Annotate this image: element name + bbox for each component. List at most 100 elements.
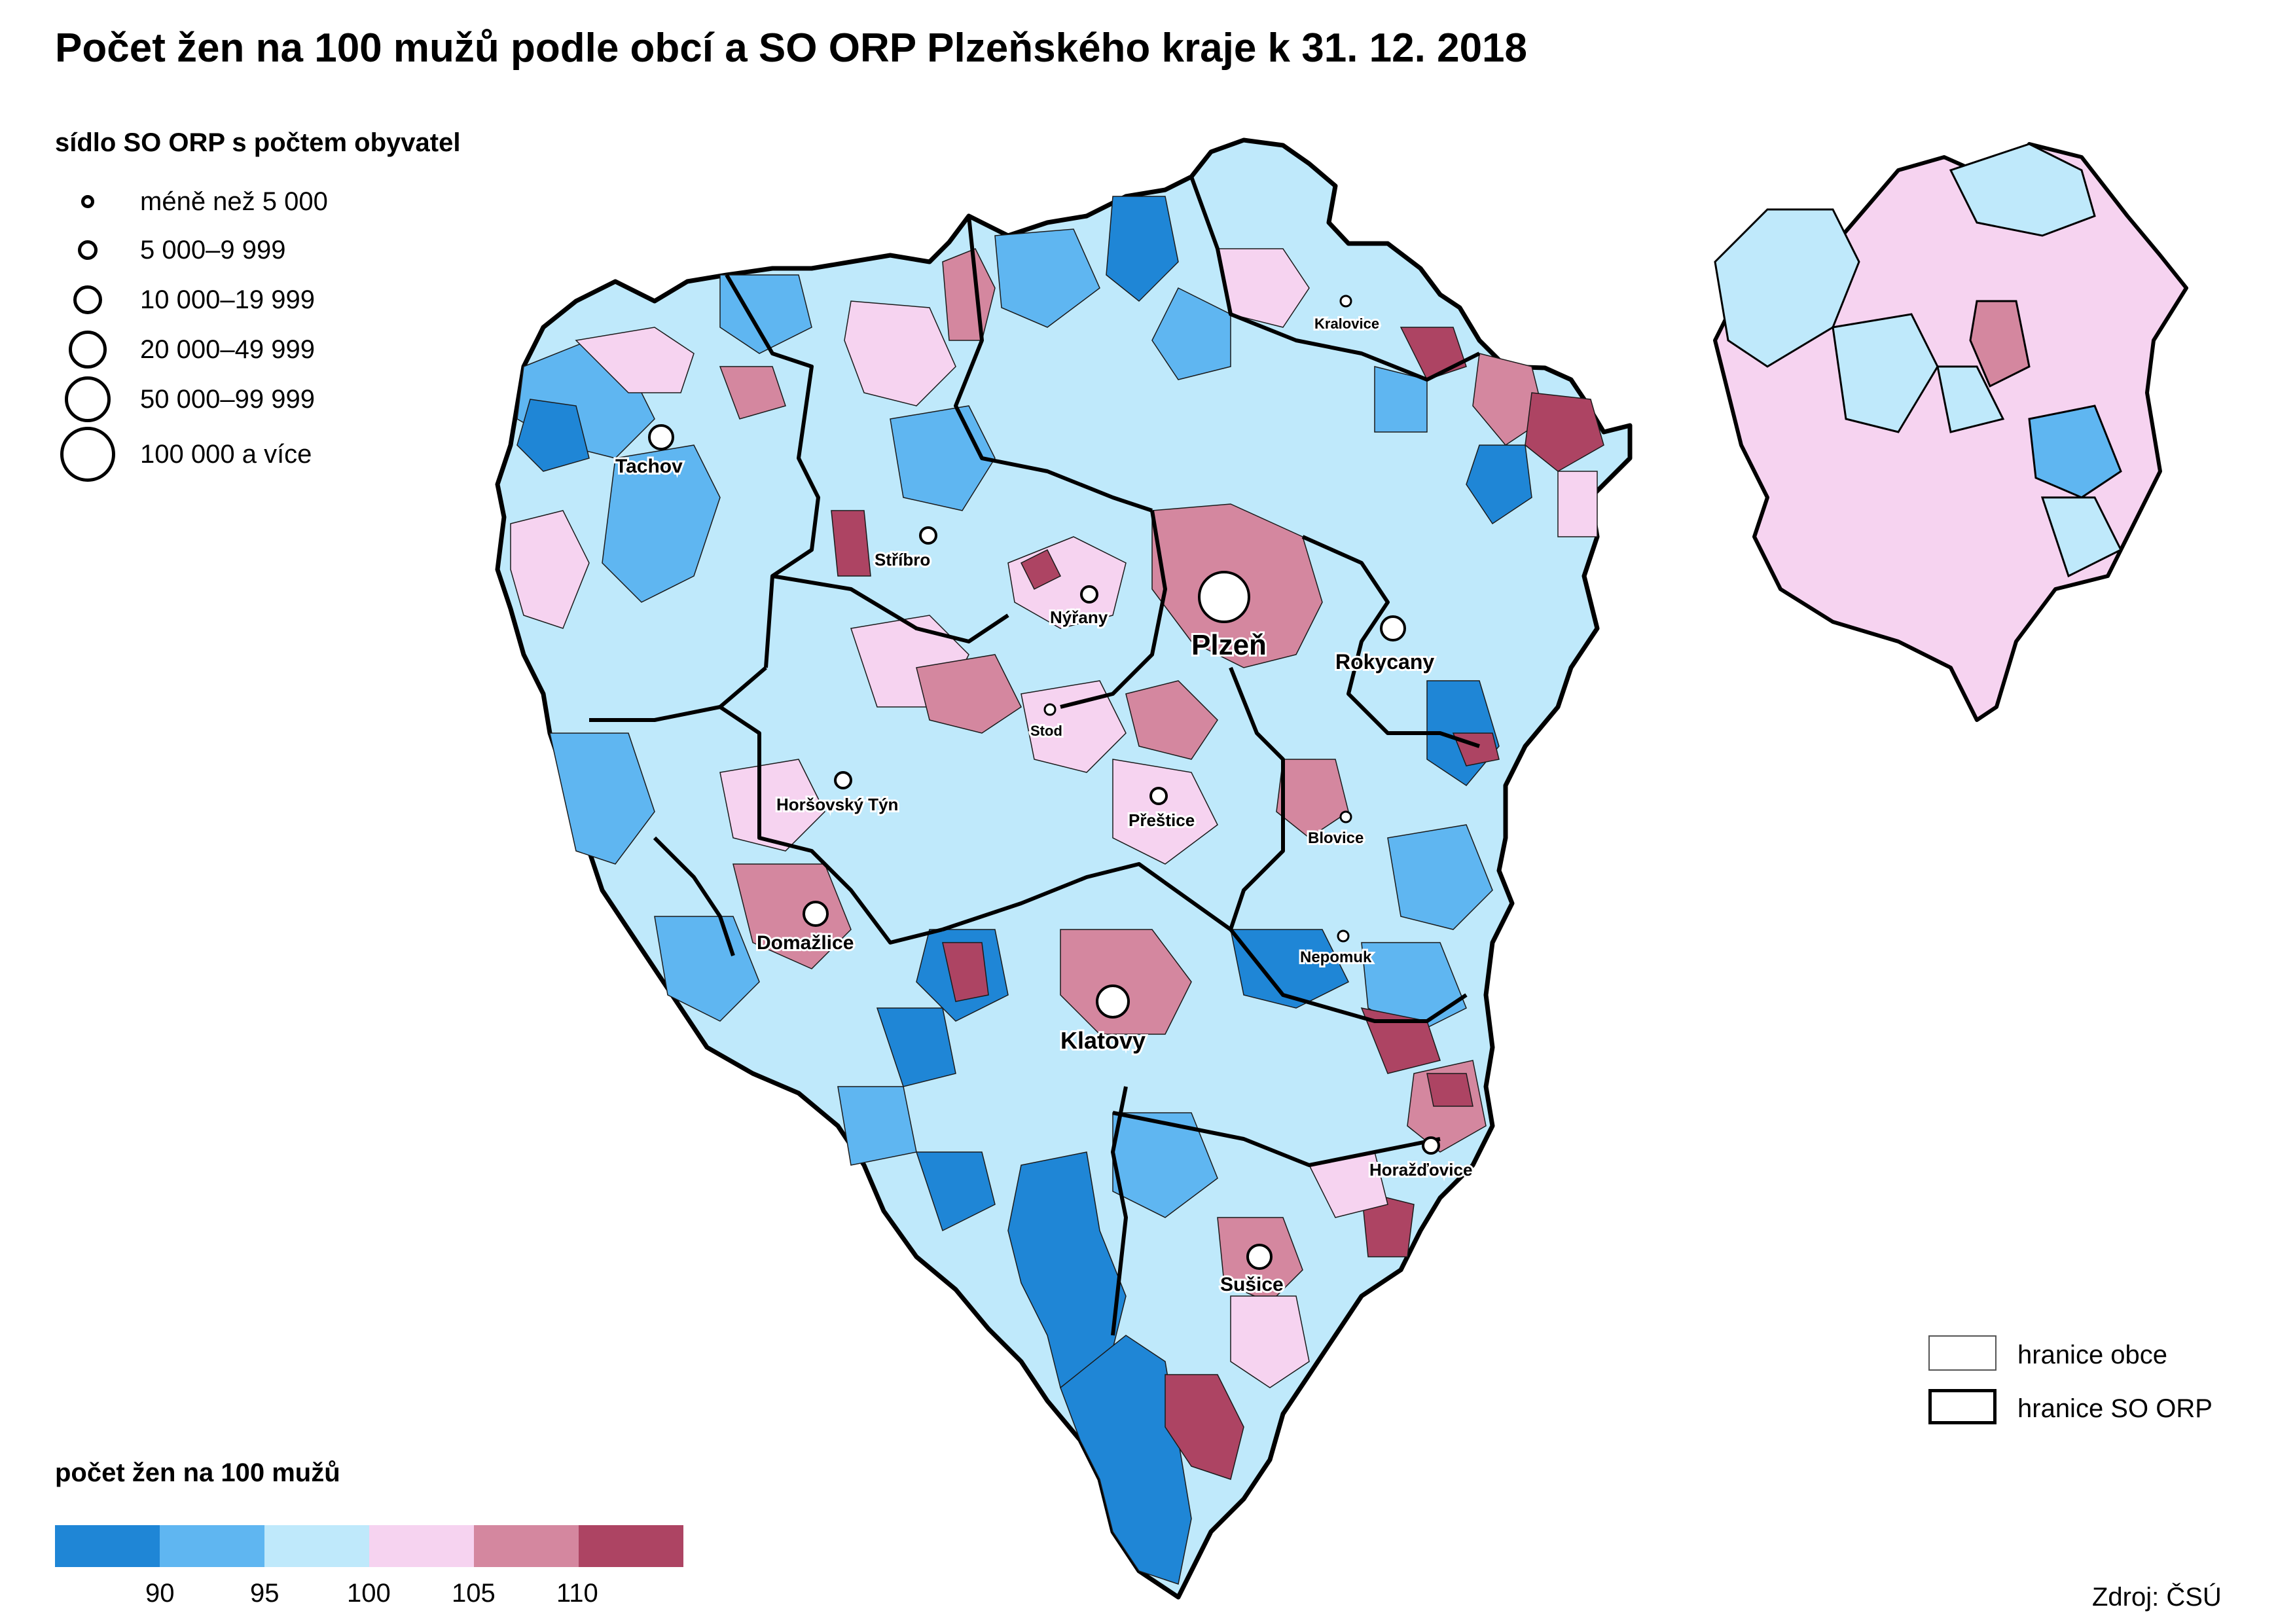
municipality-area	[1106, 196, 1179, 302]
orp-boundary-line	[725, 274, 820, 668]
orp-boundaries	[589, 175, 1481, 1336]
town-circle-icon	[1080, 585, 1098, 604]
municipality-area	[942, 248, 996, 341]
circle-icon	[65, 376, 111, 422]
orp-boundary-line	[1301, 535, 1480, 748]
town-marker[interactable]: Klatovy	[1058, 984, 1148, 1056]
municipality-area	[1525, 392, 1604, 472]
town-circle-icon	[648, 424, 674, 450]
boundary-legend-label: hranice SO ORP	[2017, 1394, 2213, 1423]
town-label: Rokycany	[1335, 650, 1434, 674]
town-label: Přeštice	[1129, 810, 1195, 830]
municipality-area	[1151, 287, 1231, 380]
orp-boundary-line	[589, 705, 721, 722]
thick-boundary-swatch	[1928, 1389, 1997, 1424]
legend-swatch	[160, 1525, 264, 1567]
circle-icon	[81, 195, 94, 208]
town-marker[interactable]: Sušice	[1218, 1244, 1286, 1297]
orp-boundary-line	[1189, 175, 1481, 382]
circle-icon	[78, 240, 98, 260]
orp-inset-area	[1969, 300, 2031, 388]
value-legend-heading: počet žen na 100 mužů	[55, 1458, 340, 1487]
municipality-area	[1125, 680, 1218, 760]
town-marker[interactable]: Blovice	[1306, 810, 1365, 849]
municipality-area	[732, 863, 852, 969]
municipality-area	[1020, 549, 1062, 590]
municipality-area	[994, 228, 1100, 328]
town-circle-icon	[1339, 295, 1352, 308]
municipality-area	[831, 510, 871, 577]
municipality-area	[1060, 1335, 1192, 1585]
orp-inset-area	[1832, 313, 1939, 433]
town-marker[interactable]: Stod	[1028, 703, 1064, 741]
town-size-legend-heading: sídlo SO ORP s počtem obyvatel	[55, 128, 461, 157]
town-label: Sušice	[1220, 1274, 1284, 1295]
municipality-area	[719, 759, 825, 852]
orp-boundary-line	[954, 215, 1153, 513]
town-circle-icon	[834, 771, 852, 789]
orp-inset-area	[1714, 208, 1860, 368]
town-circle-icon	[803, 901, 829, 927]
orp-inset-patches	[1714, 143, 2123, 578]
orp-inset-area	[2040, 496, 2123, 578]
orp-boundary-line	[772, 574, 1009, 643]
municipality-area	[1360, 1007, 1441, 1074]
municipality-area	[719, 274, 812, 354]
town-size-legend-label: 5 000–9 999	[140, 236, 286, 264]
town-label: Nýřany	[1050, 607, 1108, 627]
map-title: Počet žen na 100 mužů podle obcí a SO OR…	[55, 26, 1528, 71]
legend-swatch	[55, 1525, 160, 1567]
municipality-area	[1230, 929, 1350, 1009]
town-marker[interactable]: Horažďovice	[1367, 1136, 1474, 1182]
source-note: Zdroj: ČSÚ	[2092, 1583, 2222, 1612]
municipality-area	[1374, 366, 1428, 433]
orp-inset-area	[1936, 365, 2005, 433]
town-label: Nepomuk	[1300, 948, 1372, 966]
legend-tick-label: 105	[452, 1579, 496, 1608]
town-label: Kralovice	[1314, 316, 1379, 332]
municipality-area	[1112, 1112, 1218, 1218]
town-marker[interactable]: Horšovský Týn	[774, 771, 900, 816]
municipality-area	[915, 1151, 996, 1232]
town-label: Horšovský Týn	[776, 795, 898, 814]
circle-icon	[73, 285, 102, 314]
town-label: Klatovy	[1060, 1027, 1146, 1054]
orp-boundary-line	[653, 836, 735, 956]
municipality-area	[510, 510, 590, 629]
legend-tick-label: 90	[145, 1579, 175, 1608]
town-circle-icon	[1380, 615, 1406, 641]
town-marker[interactable]: Tachov	[613, 424, 685, 479]
municipality-area	[1557, 471, 1598, 537]
town-label: Stod	[1030, 723, 1062, 739]
town-circle-icon	[1337, 929, 1350, 943]
thin-boundary-swatch	[1928, 1335, 1997, 1371]
town-label: Blovice	[1308, 829, 1364, 847]
town-circle-icon	[1422, 1136, 1440, 1155]
municipality-area	[1165, 1374, 1244, 1480]
town-marker[interactable]: Nýřany	[1048, 585, 1110, 629]
legend-swatch	[474, 1525, 579, 1567]
town-circle-icon	[1096, 984, 1130, 1019]
municipality-area	[1426, 1073, 1473, 1107]
town-size-legend-label: méně než 5 000	[140, 187, 328, 216]
municipality-area	[1112, 759, 1218, 865]
town-marker[interactable]: Plzeň	[1189, 571, 1269, 663]
town-marker[interactable]: Domažlice	[755, 901, 856, 956]
municipality-area	[1387, 824, 1493, 930]
municipality-area	[1472, 353, 1545, 446]
choropleth-patches	[510, 196, 1604, 1585]
town-marker[interactable]: Nepomuk	[1298, 929, 1374, 968]
town-size-legend-label: 20 000–49 999	[140, 335, 315, 364]
town-marker[interactable]: Přeštice	[1127, 787, 1197, 832]
town-marker[interactable]: Rokycany	[1333, 615, 1436, 676]
town-marker[interactable]: Kralovice	[1312, 295, 1381, 334]
town-marker[interactable]: Stříbro	[873, 526, 937, 571]
town-label: Tachov	[615, 456, 683, 477]
orp-boundary-line	[1060, 510, 1167, 709]
municipality-area	[916, 654, 1022, 734]
town-label: Plzeň	[1191, 629, 1267, 661]
municipality-area	[1060, 929, 1192, 1035]
municipality-area	[1021, 680, 1127, 773]
legend-swatch	[579, 1525, 683, 1567]
